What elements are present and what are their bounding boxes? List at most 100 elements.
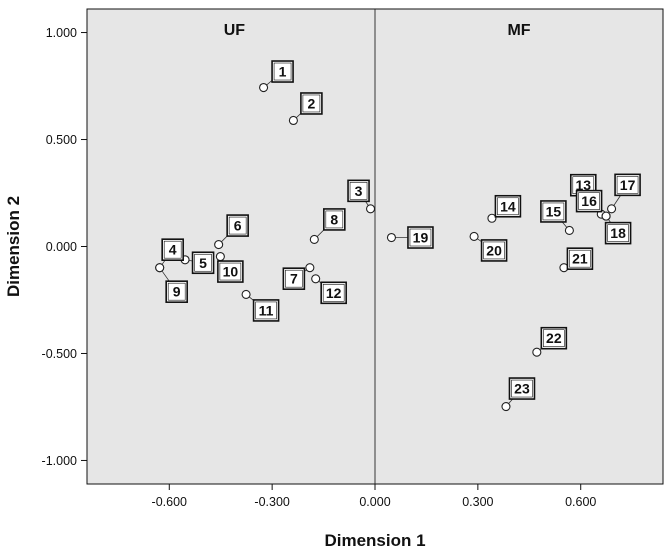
point-label-text: 14 — [500, 198, 516, 214]
y-axis-title: Dimension 2 — [4, 196, 23, 297]
x-tick-label: 0.000 — [359, 495, 390, 509]
point-label-box — [282, 267, 306, 290]
point-label-21: 21 — [566, 247, 594, 270]
point-label-23: 23 — [508, 377, 536, 400]
point-label-box — [494, 194, 522, 218]
point-label-20: 20 — [480, 239, 508, 262]
point-label-box-inner — [578, 192, 600, 210]
point-label-box-inner — [483, 241, 505, 260]
point-label-box-inner — [569, 249, 591, 268]
point-label-box-inner — [228, 216, 247, 235]
data-point-19 — [386, 232, 397, 243]
point-label-box-inner — [409, 228, 432, 247]
point-label-9: 9 — [165, 280, 188, 303]
point-label-16: 16 — [575, 189, 603, 213]
x-tick-label: 0.300 — [462, 495, 493, 509]
point-label-text: 13 — [575, 177, 591, 193]
x-tick-label: 0.600 — [565, 495, 596, 509]
data-point-8 — [309, 234, 319, 244]
x-tick-label: -0.600 — [152, 495, 187, 509]
point-label-box-inner — [285, 269, 303, 288]
point-label-6: 6 — [226, 214, 249, 237]
point-label-3: 3 — [347, 179, 370, 203]
point-label-box-inner — [322, 284, 345, 302]
point-label-box-inner — [219, 262, 242, 281]
point-label-box — [566, 247, 594, 270]
point-label-box — [226, 214, 249, 237]
point-label-box-inner — [194, 253, 212, 272]
region-label: MF — [507, 22, 530, 39]
data-point-23 — [501, 401, 511, 412]
point-label-text: 15 — [546, 203, 562, 219]
point-label-18: 18 — [604, 221, 632, 245]
point-label-text: 6 — [234, 218, 242, 234]
point-label-text: 22 — [546, 330, 562, 346]
point-label-text: 8 — [330, 211, 338, 227]
data-point-1 — [259, 82, 269, 93]
point-label-text: 5 — [199, 255, 207, 271]
point-label-box — [575, 189, 603, 213]
point-label-box-inner — [349, 182, 368, 200]
point-label-7: 7 — [282, 267, 306, 290]
y-tick-label: 1.000 — [46, 26, 77, 40]
point-label-15: 15 — [540, 200, 567, 223]
point-label-box — [508, 377, 536, 400]
y-tick-label: -0.500 — [42, 347, 77, 361]
point-label-box-inner — [543, 329, 565, 347]
point-label-box — [320, 281, 347, 305]
point-label-text: 9 — [173, 284, 181, 300]
point-label-box-inner — [302, 94, 321, 113]
point-label-8: 8 — [323, 208, 346, 231]
data-point-3 — [365, 204, 376, 214]
point-label-text: 23 — [514, 381, 530, 397]
point-label-box — [165, 280, 188, 303]
data-point-10 — [215, 252, 225, 262]
point-label-19: 19 — [407, 226, 434, 249]
point-label-box — [604, 221, 632, 245]
point-label-2: 2 — [300, 92, 323, 115]
point-label-box — [407, 226, 434, 249]
point-label-11: 11 — [252, 299, 280, 322]
y-tick-label: -1.000 — [42, 454, 77, 468]
point-label-box — [271, 60, 294, 83]
data-point-15 — [564, 225, 574, 236]
point-label-5: 5 — [191, 251, 215, 275]
data-point-18 — [601, 211, 611, 221]
data-point-22 — [532, 347, 542, 357]
point-label-box-inner — [497, 197, 519, 216]
point-label-text: 2 — [308, 95, 316, 111]
data-point-12 — [311, 274, 321, 284]
point-label-17: 17 — [614, 173, 641, 197]
point-label-text: 11 — [259, 302, 274, 318]
point-label-box-inner — [607, 224, 629, 242]
point-label-4: 4 — [161, 238, 184, 261]
point-label-text: 10 — [223, 264, 239, 280]
point-label-box — [300, 92, 323, 115]
point-label-box-inner — [542, 202, 565, 221]
data-point-11 — [241, 289, 251, 299]
point-label-box — [347, 179, 370, 203]
point-label-box-inner — [255, 301, 277, 320]
point-label-box-inner — [273, 62, 292, 81]
point-label-1: 1 — [271, 60, 294, 83]
point-label-text: 20 — [486, 242, 502, 258]
data-point-7 — [305, 263, 315, 273]
point-label-text: 21 — [572, 251, 588, 267]
point-label-box — [191, 251, 215, 275]
point-label-text: 16 — [581, 193, 597, 209]
point-label-10: 10 — [217, 260, 244, 283]
point-label-text: 1 — [279, 64, 287, 80]
point-label-box — [540, 200, 567, 223]
point-label-box — [161, 238, 184, 261]
point-label-text: 4 — [169, 242, 177, 258]
point-label-box-inner — [163, 240, 182, 259]
point-label-box — [614, 173, 641, 197]
region-label: UF — [224, 22, 246, 39]
data-point-14 — [487, 213, 497, 223]
point-label-text: 17 — [620, 177, 636, 193]
point-label-12: 12 — [320, 281, 347, 305]
y-tick-label: 0.000 — [46, 240, 77, 254]
point-label-text: 7 — [290, 271, 298, 287]
y-tick-label: 0.500 — [46, 133, 77, 147]
data-point-6 — [214, 240, 224, 250]
